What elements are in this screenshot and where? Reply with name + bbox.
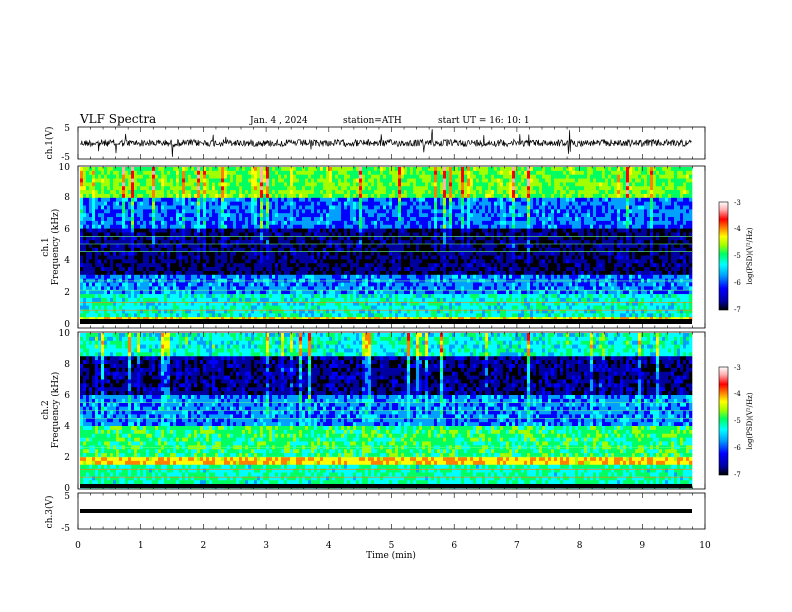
station-label: station=ATH [343,116,402,126]
ch1-spec-ylabel: Frequency (kHz) [50,209,61,286]
ch1-spec-ytick-8: 8 [64,193,70,203]
x-axis-label: Time (min) [366,550,416,561]
xtick-1: 1 [138,541,144,551]
ch1-waveform-panel: 5 -5 ch.1(V) [44,124,705,163]
ch3-waveform-trace [80,509,692,513]
ch1-spectrogram-panel: 0 2 4 6 8 10 ch.1 Frequency (kHz) -3 -4 … [41,163,754,330]
ch2-cb-tick-7: -7 [734,471,741,479]
ch3-ytick-bottom: -5 [61,524,70,534]
ch1-spectrogram-image [80,167,692,324]
ch1-cb-tick-5: -5 [734,252,741,260]
ch2-spectrogram-panel: 0 2 4 6 8 10 ch.2 Frequency (kHz) -3 -4 … [41,329,754,494]
xtick-6: 6 [451,541,457,551]
ch1-colorbar [719,202,728,310]
ch1-spec-ytick-2: 2 [64,288,70,298]
ch1-cb-tick-3: -3 [734,199,741,207]
ch1-ytick-top: 5 [64,124,70,134]
ch2-spectrogram-image [80,333,692,488]
ch2-cb-tick-4: -4 [734,390,741,398]
ch3-waveform-panel: 5 -5 ch.3(V) [44,492,705,534]
xtick-0: 0 [75,541,81,551]
xtick-5: 5 [389,541,395,551]
ch2-cb-tick-6: -6 [734,444,741,452]
ch1-waveform-ylabel: ch.1(V) [44,127,55,160]
ch1-cb-tick-6: -6 [734,279,741,287]
xtick-9: 9 [639,541,645,551]
ch1-ytick-bottom: -5 [61,153,70,163]
ch1-cb-tick-4: -4 [734,225,741,233]
ch2-spec-channel-label: ch.2 [41,400,51,419]
ch2-spec-ytick-10: 10 [59,329,71,339]
xtick-7: 7 [514,541,520,551]
ch2-colorbar-label: log(PSD)(V²/Hz) [746,392,754,449]
ch2-spec-ylabel: Frequency (kHz) [50,372,61,449]
xtick-2: 2 [201,541,207,551]
ch1-spec-ytick-10: 10 [59,163,71,173]
ch1-spec-ytick-4: 4 [64,256,70,266]
ch1-cb-tick-7: -7 [734,306,741,314]
ch1-spec-channel-label: ch.1 [41,237,51,256]
ch2-spec-ytick-8: 8 [64,360,70,370]
ch2-spec-ytick-6: 6 [64,391,70,401]
start-time-label: start UT = 16: 10: 1 [438,116,530,126]
ch2-spectrogram-low-band [80,484,692,488]
ch1-colorbar-label: log(PSD)(V²/Hz) [746,227,754,284]
xtick-3: 3 [263,541,269,551]
xtick-8: 8 [577,541,583,551]
ch3-ytick-top: 5 [64,492,70,502]
ch1-spectrogram-low-band [80,319,692,324]
time-axis: 0 1 2 3 4 5 6 7 8 9 10 Time (min) [75,541,711,561]
date-label: Jan. 4 , 2024 [249,116,308,126]
xtick-10: 10 [699,541,711,551]
figure-title: VLF Spectra [79,112,156,126]
ch2-cb-tick-3: -3 [734,364,741,372]
ch2-colorbar [719,367,728,475]
ch1-spec-ytick-6: 6 [64,225,70,235]
xtick-4: 4 [326,541,332,551]
ch1-waveform-trace [80,129,691,157]
ch2-cb-tick-5: -5 [734,417,741,425]
ch3-waveform-ylabel: ch.3(V) [44,496,55,529]
ch2-spec-ytick-2: 2 [64,453,70,463]
vlf-spectra-figure: VLF Spectra Jan. 4 , 2024 station=ATH st… [0,0,792,612]
ch2-spec-ytick-4: 4 [64,422,70,432]
